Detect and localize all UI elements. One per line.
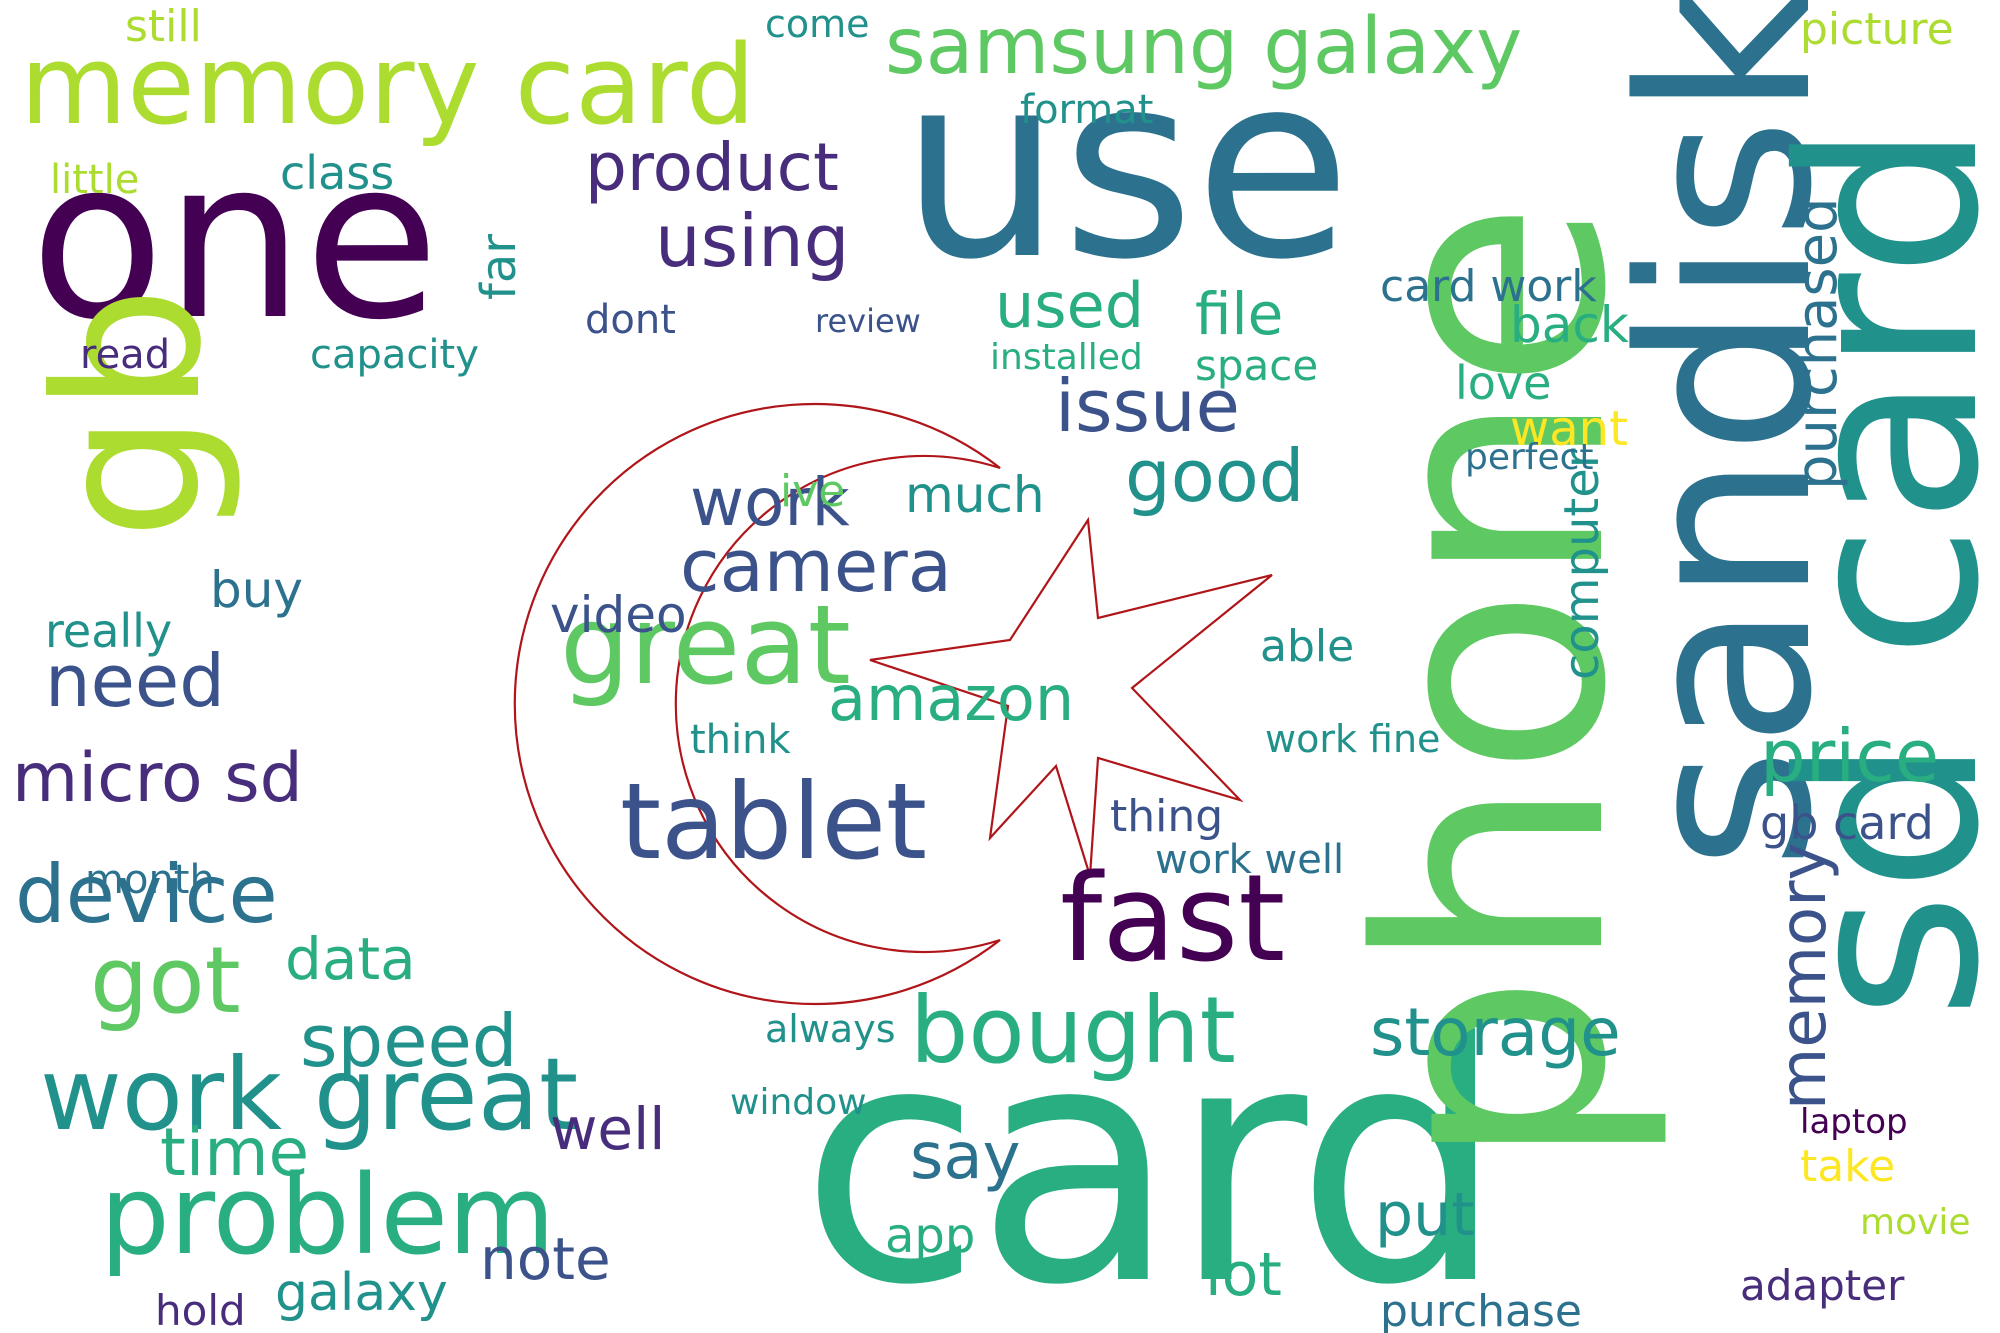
- star-outline: [869, 516, 1273, 877]
- word-product: product: [585, 129, 839, 206]
- word-purchased: purchased: [1785, 197, 1850, 490]
- word-review: review: [815, 302, 921, 340]
- word-used: used: [995, 269, 1145, 342]
- word-lot: lot: [1205, 1240, 1282, 1310]
- word-note: note: [480, 1225, 611, 1293]
- word-file: file: [1195, 280, 1284, 348]
- word-video: video: [550, 586, 687, 644]
- word-read: read: [80, 332, 171, 378]
- word-want: want: [1510, 401, 1628, 457]
- word-samsung-galaxy: samsung galaxy: [885, 2, 1523, 92]
- word-buy: buy: [210, 561, 304, 619]
- word-speed: speed: [300, 999, 518, 1083]
- word-card-work: card work: [1380, 261, 1597, 312]
- word-able: able: [1260, 621, 1355, 672]
- word-gb-card: gb card: [1760, 796, 1934, 850]
- word-time: time: [160, 1114, 310, 1191]
- word-still: still: [125, 1, 202, 52]
- word-need: need: [45, 639, 225, 723]
- word-format: format: [1020, 87, 1154, 133]
- word-space: space: [1195, 341, 1319, 390]
- word-put: put: [1375, 1180, 1475, 1250]
- word-much: much: [905, 466, 1045, 524]
- word-installed: installed: [990, 337, 1143, 378]
- word-always: always: [765, 1007, 896, 1051]
- word-great-center: great: [560, 581, 851, 709]
- word-camera: camera: [680, 524, 952, 608]
- word-galaxy: galaxy: [275, 1263, 448, 1323]
- word-bought: bought: [910, 977, 1236, 1084]
- word-little: little: [50, 157, 140, 203]
- word-back: back: [1510, 296, 1629, 354]
- word-ive: ive: [780, 466, 846, 517]
- word-data: data: [285, 925, 416, 993]
- word-got: got: [90, 927, 241, 1034]
- word-app: app: [885, 1208, 976, 1264]
- word-think: think: [690, 717, 791, 763]
- word-picture: picture: [1800, 4, 1954, 55]
- word-movie: movie: [1860, 1202, 1971, 1243]
- word-storage: storage: [1370, 994, 1621, 1071]
- word-memory: memory: [1767, 842, 1841, 1110]
- word-micro-sd: micro sd: [12, 739, 303, 818]
- word-good: good: [1125, 434, 1305, 518]
- word-work-well: work well: [1155, 837, 1345, 883]
- word-perfect: perfect: [1465, 437, 1594, 478]
- word-take: take: [1800, 1141, 1896, 1192]
- word-come: come: [765, 2, 870, 46]
- word-window: window: [730, 1082, 867, 1123]
- crescent-outline: [513, 402, 1001, 1006]
- word-gb: gb: [13, 286, 246, 540]
- word-far: far: [471, 233, 527, 300]
- word-work-center: work: [690, 464, 850, 541]
- word-memory-card: memory card: [20, 21, 756, 149]
- word-purchase: purchase: [1380, 1286, 1582, 1333]
- word-work-great: work great: [40, 1036, 579, 1153]
- word-thing: thing: [1110, 791, 1224, 842]
- word-card: card: [800, 973, 1505, 1333]
- word-say: say: [910, 1120, 1021, 1194]
- word-really: really: [45, 604, 173, 658]
- word-capacity: capacity: [310, 332, 479, 378]
- word-computer: computer: [1554, 448, 1610, 681]
- word-work-fine: work fine: [1265, 717, 1441, 761]
- word-dont: dont: [585, 297, 676, 343]
- word-fast: fast: [1060, 850, 1286, 989]
- word-amazon: amazon: [828, 662, 1075, 735]
- word-laptop: laptop: [1800, 1102, 1908, 1142]
- word-price: price: [1760, 714, 1940, 798]
- word-problem: problem: [100, 1151, 556, 1279]
- word-class: class: [280, 146, 395, 200]
- word-well: well: [550, 1095, 666, 1163]
- word-adapter: adapter: [1740, 1261, 1905, 1310]
- word-issue: issue: [1055, 364, 1240, 448]
- word-use: use: [900, 19, 1352, 316]
- word-one: one: [30, 112, 440, 368]
- word-love: love: [1455, 356, 1552, 410]
- word-hold: hold: [155, 1286, 246, 1333]
- word-month: month: [85, 857, 215, 903]
- word-using: using: [655, 199, 850, 283]
- word-tablet: tablet: [620, 761, 928, 883]
- word-device: device: [15, 848, 278, 941]
